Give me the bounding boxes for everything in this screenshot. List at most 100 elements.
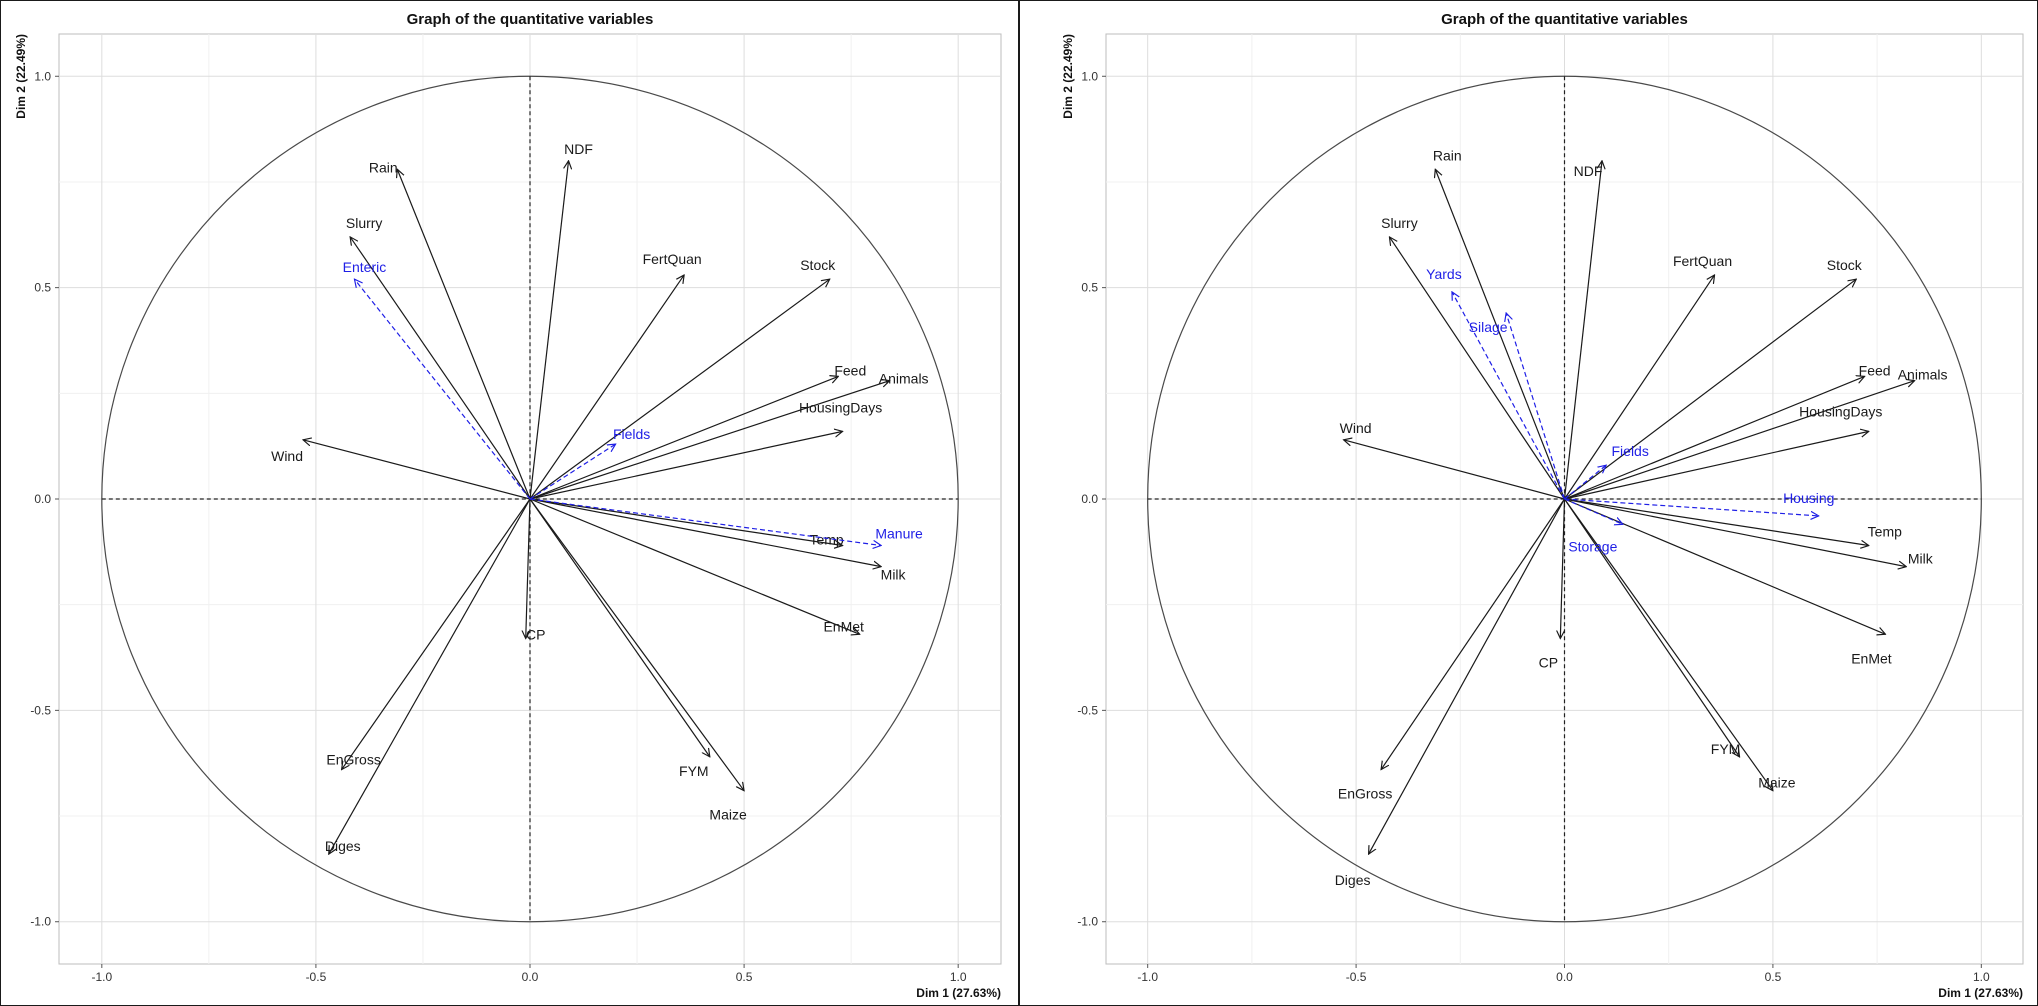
supplementary-variables-right: Yards Silage Fields Housing Storage bbox=[1426, 266, 1834, 555]
label-enmet: EnMet bbox=[1851, 650, 1892, 666]
x-axis-label: Dim 1 (27.63%) bbox=[1938, 986, 2023, 1000]
y-axis-label: Dim 2 (22.49%) bbox=[1061, 34, 1075, 119]
arrow-yards bbox=[1452, 292, 1566, 500]
arrow-housing bbox=[1564, 498, 1819, 516]
supplementary-variables-left: Enteric Fields Manure bbox=[343, 259, 923, 545]
arrow-fym bbox=[529, 498, 710, 757]
arrow-temp bbox=[1564, 498, 1869, 546]
arrow-storage bbox=[1564, 498, 1623, 524]
x-tick-label: 0.5 bbox=[1765, 970, 1782, 984]
label-stock: Stock bbox=[1827, 257, 1863, 273]
y-tick-label: 1.0 bbox=[1081, 69, 1098, 83]
label-yards: Yards bbox=[1426, 266, 1462, 282]
chart-panel-left: -1.0 -1.0 -0.5 -0.5 0.0 0.0 0.5 0.5 1.0 1.0 Graph … bbox=[0, 0, 1019, 1006]
label-diges: Diges bbox=[325, 838, 361, 854]
label-animals: Animals bbox=[879, 371, 929, 387]
label-animals: Animals bbox=[1898, 367, 1948, 383]
label-engross: EnGross bbox=[326, 752, 380, 768]
x-tick-label: 0.0 bbox=[1556, 970, 1573, 984]
label-housingdays: HousingDays bbox=[1799, 403, 1882, 419]
arrow-stock bbox=[529, 279, 830, 500]
y-tick-label: -1.0 bbox=[1077, 915, 1098, 929]
active-variables-right: NDF Rain Slurry FertQuan Stock Feed Animals Hou… bbox=[1335, 147, 1948, 888]
x-tick-label: 0.0 bbox=[522, 970, 539, 984]
label-milk: Milk bbox=[1908, 551, 1934, 567]
label-engross: EnGross bbox=[1338, 786, 1392, 802]
y-tick-label: 1.0 bbox=[34, 69, 51, 83]
arrow-diges bbox=[1369, 498, 1566, 854]
y-tick-label: 0.5 bbox=[1081, 281, 1098, 295]
label-fields: Fields bbox=[613, 426, 650, 442]
label-wind: Wind bbox=[271, 448, 303, 464]
arrow-stock bbox=[1564, 279, 1857, 500]
correlation-circle-chart-left: -1.0 -1.0 -0.5 -0.5 0.0 0.0 0.5 0.5 1.0 1.0 Graph … bbox=[14, 11, 1002, 1000]
label-feed: Feed bbox=[1859, 362, 1891, 378]
x-tick-label: 1.0 bbox=[950, 970, 967, 984]
label-feed: Feed bbox=[834, 362, 866, 378]
x-tick-label: 1.0 bbox=[1973, 970, 1990, 984]
arrow-housingdays bbox=[529, 431, 843, 500]
label-manure: Manure bbox=[875, 526, 923, 542]
label-cp: CP bbox=[526, 627, 545, 643]
label-storage: Storage bbox=[1568, 538, 1617, 554]
y-tick-label: 0.5 bbox=[34, 281, 51, 295]
arrow-maize bbox=[1564, 498, 1773, 791]
label-fym: FYM bbox=[1711, 741, 1741, 757]
arrow-housingdays bbox=[1564, 431, 1869, 500]
arrow-maize bbox=[529, 498, 744, 791]
arrow-engross bbox=[342, 498, 531, 770]
label-wind: Wind bbox=[1340, 420, 1372, 436]
label-housing: Housing bbox=[1783, 490, 1834, 506]
x-tick-label: -1.0 bbox=[1137, 970, 1158, 984]
label-enteric: Enteric bbox=[343, 259, 387, 275]
label-fields: Fields bbox=[1612, 443, 1649, 459]
label-rain: Rain bbox=[1433, 147, 1462, 163]
label-cp: CP bbox=[1539, 655, 1558, 671]
arrow-cp bbox=[1560, 498, 1566, 639]
correlation-circle-chart-right: -1.0 -1.0 -0.5 -0.5 0.0 0.0 0.5 0.5 1.0 1.0 Graph … bbox=[1061, 11, 2024, 1000]
y-tick-label: 0.0 bbox=[1081, 492, 1098, 506]
arrow-fym bbox=[1564, 498, 1740, 757]
arrow-enteric bbox=[354, 279, 531, 500]
label-housingdays: HousingDays bbox=[799, 399, 882, 415]
label-diges: Diges bbox=[1335, 872, 1371, 888]
label-fym: FYM bbox=[679, 763, 709, 779]
arrow-feed bbox=[529, 376, 838, 500]
label-temp: Temp bbox=[1868, 524, 1902, 540]
chart-panel-right: -1.0 -1.0 -0.5 -0.5 0.0 0.0 0.5 0.5 1.0 1.0 Graph … bbox=[1019, 0, 2038, 1006]
arrow-wind bbox=[303, 440, 531, 500]
arrow-engross bbox=[1381, 498, 1565, 770]
arrow-fields bbox=[529, 444, 616, 500]
arrow-wind bbox=[1344, 440, 1565, 500]
arrow-temp bbox=[529, 498, 843, 546]
arrow-milk bbox=[1564, 498, 1907, 567]
chart-title: Graph of the quantitative variables bbox=[407, 11, 654, 28]
arrow-ndf bbox=[1563, 161, 1603, 500]
label-maize: Maize bbox=[709, 807, 747, 823]
label-slurry: Slurry bbox=[346, 215, 383, 231]
label-enmet: EnMet bbox=[823, 618, 864, 634]
y-tick-label: -0.5 bbox=[1077, 703, 1098, 717]
x-tick-label: -0.5 bbox=[306, 970, 327, 984]
label-fertquan: FertQuan bbox=[1673, 253, 1732, 269]
arrow-diges bbox=[329, 498, 531, 854]
label-milk: Milk bbox=[881, 567, 907, 583]
label-ndf: NDF bbox=[1574, 163, 1603, 179]
active-variables-left: NDF Rain Slurry FertQuan Stock Feed Animals Hou… bbox=[271, 141, 929, 854]
y-tick-label: -0.5 bbox=[30, 703, 51, 717]
arrow-silage bbox=[1506, 313, 1566, 500]
arrow-rain bbox=[397, 169, 531, 500]
label-silage: Silage bbox=[1469, 319, 1508, 335]
arrow-animals bbox=[529, 381, 890, 500]
arrow-milk bbox=[529, 498, 881, 567]
arrow-fertquan bbox=[529, 275, 684, 500]
x-tick-label: -0.5 bbox=[1346, 970, 1367, 984]
label-ndf: NDF bbox=[564, 141, 593, 157]
arrow-feed bbox=[1564, 376, 1865, 500]
label-maize: Maize bbox=[1758, 775, 1796, 791]
label-slurry: Slurry bbox=[1381, 215, 1418, 231]
arrow-rain bbox=[1435, 169, 1566, 500]
label-fertquan: FertQuan bbox=[643, 251, 702, 267]
arrow-fields bbox=[1564, 465, 1607, 500]
arrow-slurry bbox=[350, 237, 531, 500]
